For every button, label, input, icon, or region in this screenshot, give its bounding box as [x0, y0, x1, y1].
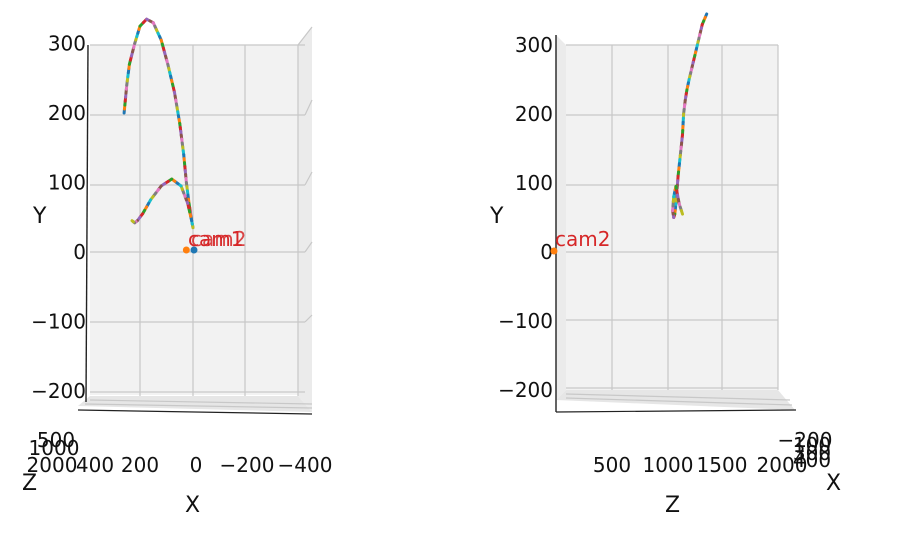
right-y-tick-label: 300	[515, 33, 553, 57]
left-x-tick-label: −400	[278, 453, 333, 477]
right-z-tick-label: 1000	[643, 453, 694, 477]
right-y-tick-label: 200	[515, 102, 553, 126]
left-x-tick-label: 0	[190, 453, 203, 477]
left-trajectory-segment	[130, 219, 135, 224]
left-trajectory	[122, 17, 195, 230]
right-y-tick-label: −100	[498, 309, 553, 333]
right-z-axis-label: Z	[665, 493, 680, 518]
right-x-tick-label: 400	[793, 448, 831, 472]
right-y-tick-label: 100	[515, 171, 553, 195]
left-y-tick-label: −100	[31, 310, 86, 334]
left-z-tick-label: 2000	[27, 453, 78, 477]
right-back-pane	[566, 45, 778, 390]
left-y-tick-label: 0	[73, 240, 86, 264]
left-floor-pane	[78, 396, 312, 412]
right-y-ticks: 300 200 100 0 −100 −200	[498, 33, 553, 402]
left-z-tick-label: 500	[37, 428, 75, 452]
left-y-tick-label: 100	[48, 171, 86, 195]
right-y-axis-label: Y	[489, 204, 504, 229]
cam1-marker	[190, 246, 198, 254]
right-cameras: cam2	[550, 227, 610, 255]
left-y-tick-label: 300	[48, 32, 86, 56]
left-y-axis-label: Y	[32, 204, 47, 229]
right-x-tick-label: 300	[793, 441, 831, 465]
left-x-tick-label: 400	[76, 453, 114, 477]
left-x-tick-label: 200	[121, 453, 159, 477]
cam2-marker	[182, 246, 190, 254]
right-cam2-label: cam2	[555, 227, 610, 251]
right-grid	[565, 44, 793, 406]
right-z-axis-line	[555, 409, 797, 413]
right-z-ticks: 500 1000 1500 2000	[593, 453, 808, 477]
right-x-axis-label: X	[826, 471, 841, 496]
right-y-tick-label: 0	[540, 240, 553, 264]
right-x-tick-label: −200	[778, 428, 833, 452]
left-back-pane	[90, 45, 305, 395]
left-y-axis-line	[85, 44, 89, 403]
right-x-tick-label: 100	[793, 433, 831, 457]
left-cam2-label: cam2	[191, 227, 246, 251]
right-z-tick-label: 1500	[697, 453, 748, 477]
right-trajectory	[671, 12, 709, 219]
left-x-axis-line	[77, 409, 313, 415]
right-y-tick-label: −200	[498, 378, 553, 402]
left-y-tick-label: 200	[48, 101, 86, 125]
left-x-tick-label: −200	[220, 453, 275, 477]
right-z-tick-label: 500	[593, 453, 631, 477]
right-trajectory-segment	[679, 209, 684, 216]
left-x-ticks: 400 200 0 −200 −400	[76, 453, 333, 477]
left-grid	[84, 26, 313, 409]
right-z-tick-label: 2000	[757, 453, 808, 477]
left-x-axis-label: X	[185, 493, 200, 518]
left-cam1-label: cam1	[188, 227, 243, 251]
left-right-pane	[298, 27, 312, 412]
left-y-tick-label: −200	[31, 379, 86, 403]
left-y-ticks: 300 200 100 0 −100 −200	[31, 32, 86, 404]
left-z-axis-label: Z	[22, 471, 37, 496]
right-floor-pane	[556, 390, 795, 410]
right-left-pane	[556, 35, 566, 400]
left-z-tick-label: 1000	[29, 436, 80, 460]
cam2-marker	[550, 247, 558, 255]
